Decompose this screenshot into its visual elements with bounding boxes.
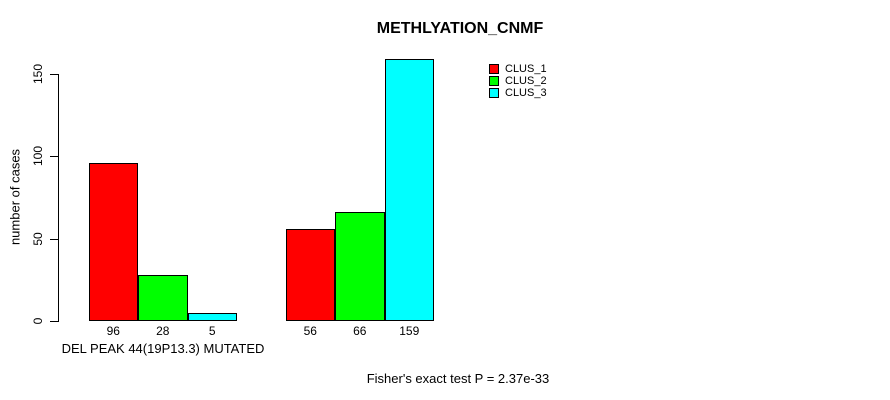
legend-label-clus_2: CLUS_2 xyxy=(505,75,547,87)
chart-title: METHLYATION_CNMF xyxy=(376,20,544,37)
bar-value-label: 56 xyxy=(303,324,317,338)
y-axis-tick xyxy=(50,239,58,240)
bar-value-label: 66 xyxy=(353,324,367,338)
bar-value-label: 159 xyxy=(399,324,420,338)
legend-label-clus_1: CLUS_1 xyxy=(505,63,547,75)
legend-item-clus_1: CLUS_1 xyxy=(489,63,547,75)
bar-value-label: 5 xyxy=(208,324,216,338)
y-axis-tick xyxy=(50,156,58,157)
legend-swatch-clus_1 xyxy=(489,64,499,74)
y-axis-tick xyxy=(50,321,58,322)
bar-clus_3-group2 xyxy=(384,59,434,321)
bar-clus_1-group1 xyxy=(88,163,138,321)
y-axis-tick-label: 0 xyxy=(31,317,45,325)
legend-item-clus_3: CLUS_3 xyxy=(489,87,547,99)
y-axis-line xyxy=(58,74,59,322)
bar-clus_3-group1 xyxy=(187,313,237,321)
bar-value-label: 96 xyxy=(106,324,120,338)
bar-clus_1-group2 xyxy=(285,229,335,321)
legend-swatch-clus_2 xyxy=(489,76,499,86)
legend-label-clus_3: CLUS_3 xyxy=(505,87,547,99)
bar-value-label: 28 xyxy=(156,324,170,338)
bar-clus_2-group1 xyxy=(138,275,188,321)
y-axis-tick-label: 100 xyxy=(31,145,45,167)
bar-clus_2-group2 xyxy=(335,212,385,321)
y-axis-title: number of cases xyxy=(7,148,23,246)
legend-swatch-clus_3 xyxy=(489,88,499,98)
y-axis-tick-label: 150 xyxy=(31,63,45,85)
legend-item-clus_2: CLUS_2 xyxy=(489,75,547,87)
legend: CLUS_1 CLUS_2 CLUS_3 xyxy=(489,63,547,99)
y-axis-tick xyxy=(50,74,58,75)
fisher-test-annotation: Fisher's exact test P = 2.37e-33 xyxy=(366,371,550,386)
x-axis-group-label: DEL PEAK 44(19P13.3) MUTATED xyxy=(61,341,265,356)
y-axis-tick-label: 50 xyxy=(31,232,45,246)
